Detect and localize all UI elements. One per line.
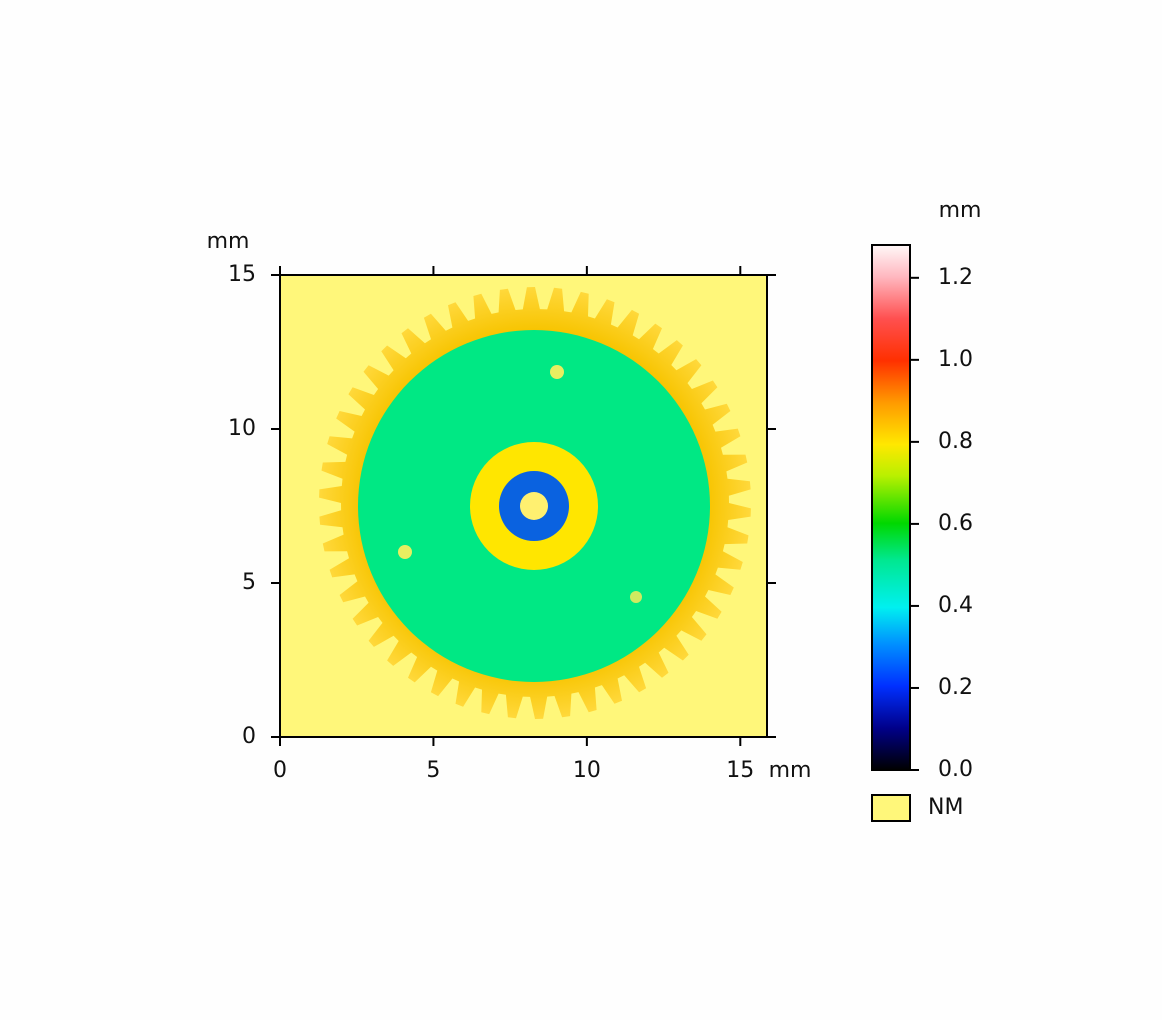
x-axis-label: mm <box>769 758 812 783</box>
colorbar-tick-label: 1.0 <box>938 347 973 372</box>
hole <box>550 365 564 379</box>
plot-border <box>279 274 768 738</box>
x-tick-label: 10 <box>573 758 601 783</box>
colorbar-tick-label: 1.2 <box>938 265 973 290</box>
colorbar-label: mm <box>939 198 982 223</box>
legend-swatch <box>871 794 911 822</box>
y-tick-label: 0 <box>242 724 256 749</box>
colorbar-tick-label: 0.8 <box>938 429 973 454</box>
colorbar-tick-label: 0.4 <box>938 593 973 618</box>
legend-label: NM <box>928 795 963 820</box>
colorbar-tick-label: 0.6 <box>938 511 973 536</box>
plot-area <box>279 274 768 738</box>
colorbar <box>871 244 911 771</box>
hole <box>398 545 412 559</box>
y-tick-label: 15 <box>228 262 256 287</box>
colorbar-tick-label: 0.0 <box>938 757 973 782</box>
y-axis-label: mm <box>207 229 250 254</box>
y-tick-label: 5 <box>242 570 256 595</box>
y-tick-label: 10 <box>228 416 256 441</box>
x-tick-label: 5 <box>426 758 440 783</box>
x-tick-label: 15 <box>726 758 754 783</box>
bore-center <box>520 492 548 520</box>
colorbar-tick-label: 0.2 <box>938 675 973 700</box>
hole <box>630 591 642 603</box>
x-tick-label: 0 <box>273 758 287 783</box>
